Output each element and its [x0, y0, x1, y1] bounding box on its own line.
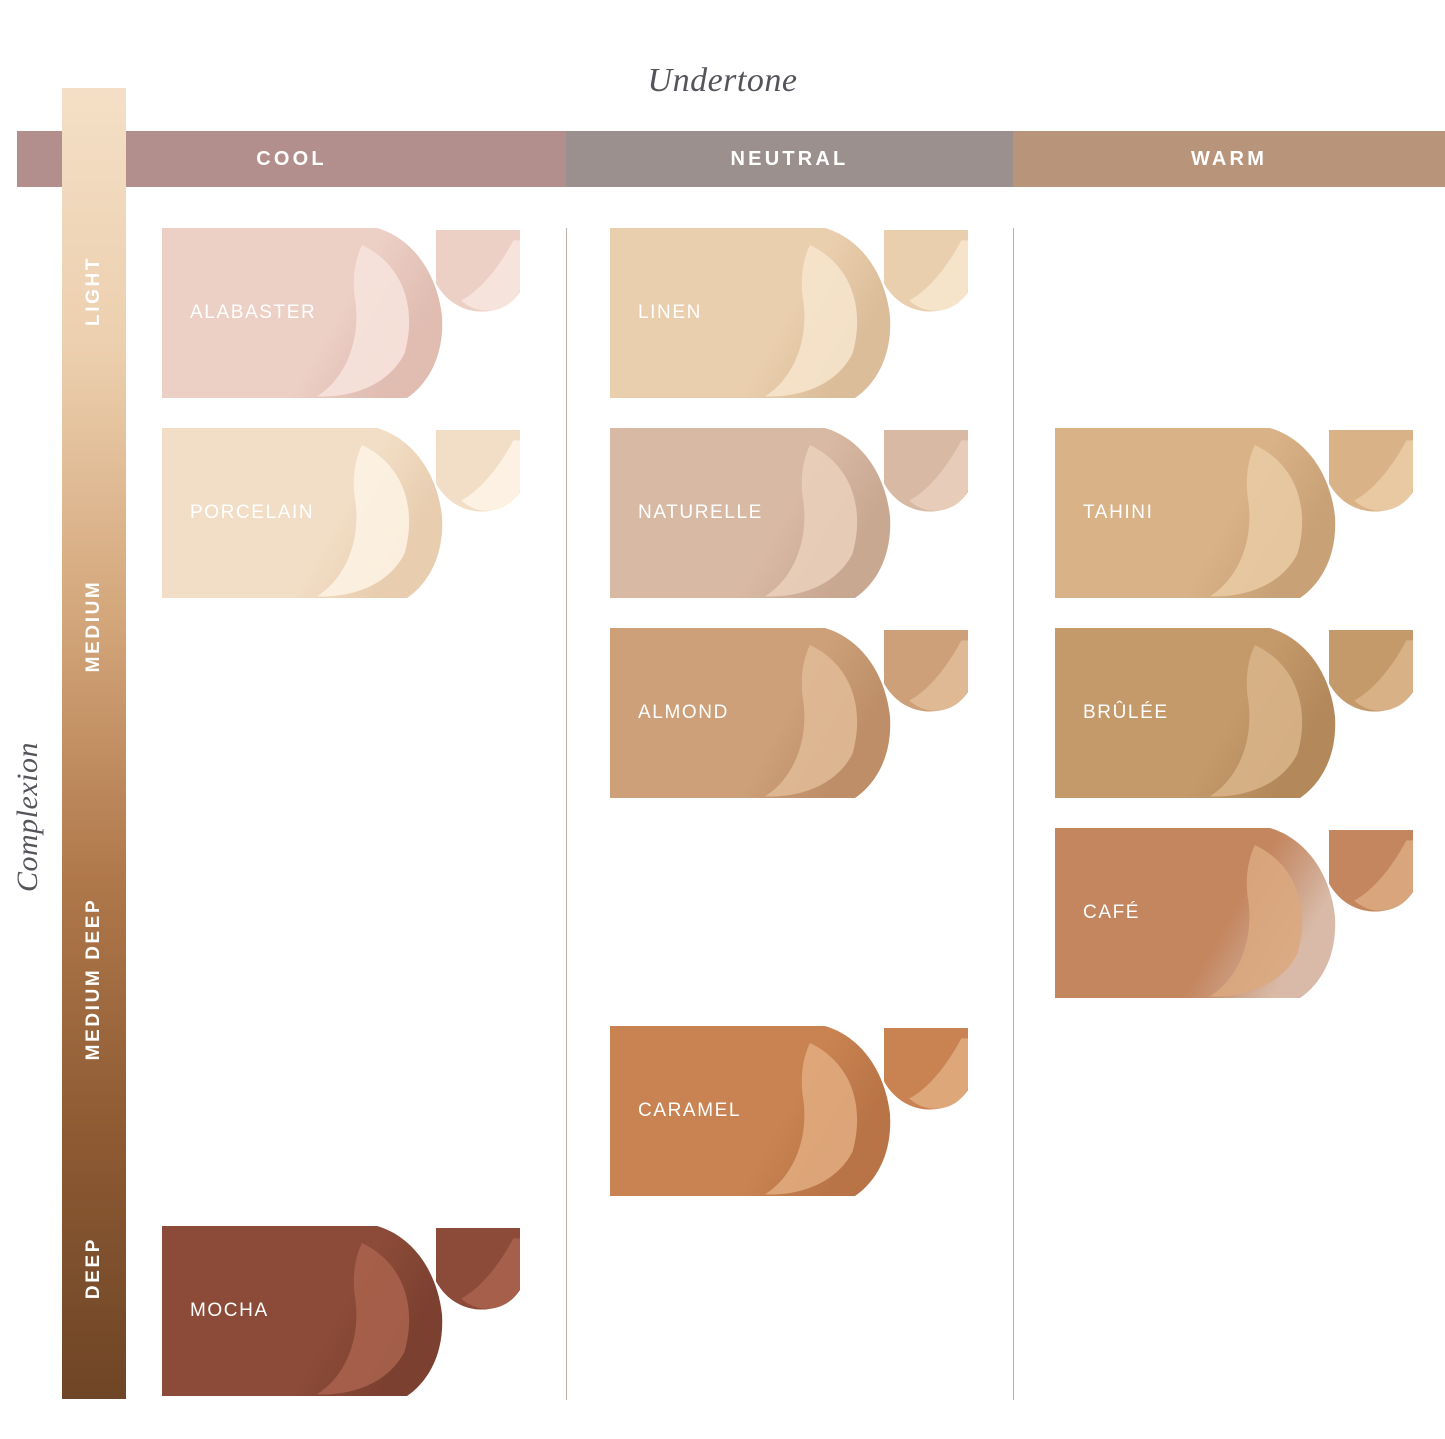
shade-swatch-art [610, 628, 968, 798]
swatch-highlight [765, 445, 858, 597]
shade-swatch-caf[interactable]: CAFÉ [1055, 828, 1423, 998]
undertone-axis-title: Undertone [647, 62, 798, 99]
swatch-drop-highlight [909, 640, 968, 711]
swatch-highlight [765, 1043, 858, 1195]
swatch-drop-highlight [909, 1038, 968, 1109]
shade-swatch-art [1055, 628, 1413, 798]
shade-swatch-art [1055, 828, 1413, 998]
swatch-highlight [317, 445, 410, 597]
undertone-header-bar: COOL NEUTRAL WARM [17, 131, 1445, 187]
shade-swatch-art [1055, 428, 1413, 598]
shade-swatch-brle[interactable]: BRÛLÉE [1055, 628, 1423, 798]
shade-swatch-linen[interactable]: LINEN [610, 228, 978, 398]
swatch-drop-highlight [1354, 440, 1413, 511]
shade-swatch-alabaster[interactable]: ALABASTER [162, 228, 530, 398]
swatch-highlight [765, 245, 858, 397]
swatch-highlight [1210, 445, 1303, 597]
shade-swatch-porcelain[interactable]: PORCELAIN [162, 428, 530, 598]
undertone-column-neutral[interactable]: NEUTRAL [566, 131, 1013, 187]
shade-swatch-tahini[interactable]: TAHINI [1055, 428, 1423, 598]
shade-swatch-caramel[interactable]: CARAMEL [610, 1026, 978, 1196]
swatch-drop-highlight [461, 440, 520, 511]
column-divider-2 [1013, 228, 1014, 1400]
complexion-level-deep[interactable]: DEEP [83, 1236, 104, 1299]
swatch-drop-highlight [1354, 840, 1413, 911]
shade-swatch-naturelle[interactable]: NATURELLE [610, 428, 978, 598]
swatch-drop-highlight [461, 240, 520, 311]
swatch-highlight [1210, 645, 1303, 797]
swatch-drop-highlight [909, 240, 968, 311]
complexion-level-light[interactable]: LIGHT [83, 256, 104, 327]
swatch-highlight [317, 245, 410, 397]
swatch-highlight [317, 1243, 410, 1395]
shade-swatch-art [162, 428, 520, 598]
swatch-drop-highlight [461, 1238, 520, 1309]
complexion-level-medium[interactable]: MEDIUM [83, 579, 104, 672]
undertone-column-warm[interactable]: WARM [1013, 131, 1445, 187]
column-divider-1 [566, 228, 567, 1400]
shade-swatch-almond[interactable]: ALMOND [610, 628, 978, 798]
shade-swatch-art [610, 228, 968, 398]
swatch-highlight [1210, 845, 1303, 997]
shade-swatch-mocha[interactable]: MOCHA [162, 1226, 530, 1396]
complexion-axis-title: Complexion [11, 742, 44, 892]
swatch-drop-highlight [1354, 640, 1413, 711]
complexion-gradient-bar: LIGHT MEDIUM MEDIUM DEEP DEEP [62, 88, 126, 1399]
swatch-highlight [765, 645, 858, 797]
shade-swatch-art [610, 428, 968, 598]
swatch-drop-highlight [909, 440, 968, 511]
shade-swatch-art [610, 1026, 968, 1196]
shade-swatch-art [162, 1226, 520, 1396]
complexion-level-medium-deep[interactable]: MEDIUM DEEP [83, 898, 104, 1061]
shade-swatch-art [162, 228, 520, 398]
